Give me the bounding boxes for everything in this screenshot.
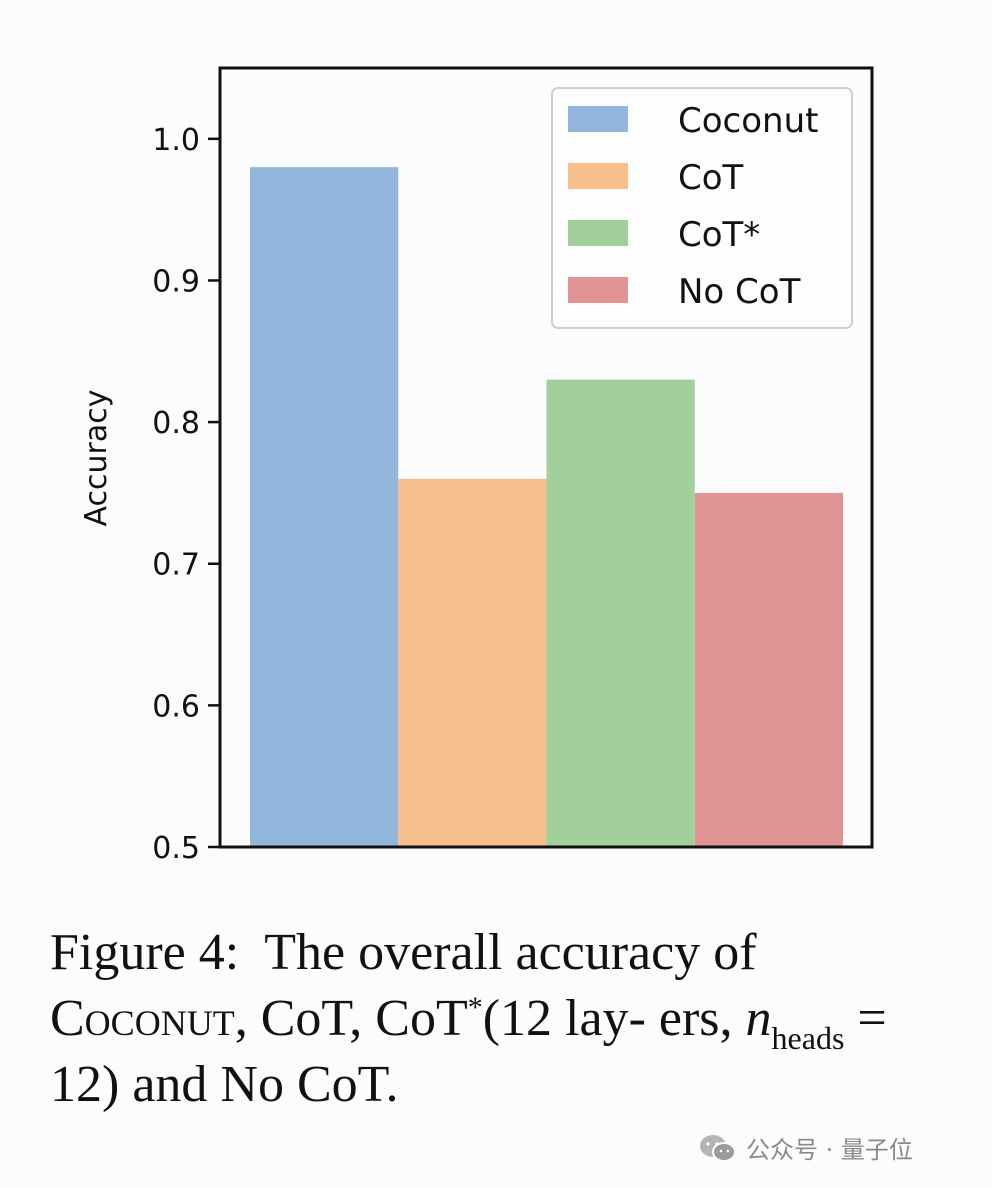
figure-label: Figure 4: [50,924,240,981]
legend: Coconut CoT CoT* No CoT [551,87,853,329]
bar-chart: 0.50.60.70.80.91.0 Accuracy CoconutCoTCo… [79,66,874,866]
bar-coconut [250,167,399,848]
bar-cot [398,478,547,847]
watermark-text: 公众号 · 量子位 [746,1136,913,1164]
y-tick-label: 0.7 [152,548,200,583]
watermark: 公众号 · 量子位 [698,1130,913,1165]
caption-text-1: The overall accuracy of [264,924,757,981]
y-tick-label: 0.9 [152,264,200,299]
legend-label: Coconut [678,101,818,141]
wechat-icon [700,1134,736,1162]
caption-subscript: heads [771,1020,845,1056]
y-axis-ticks: 0.5 0.6 0.7 0.8 0.9 1.0 [152,123,220,866]
legend-label: CoT [678,158,744,198]
caption-var: n [745,990,772,1047]
bars-group [250,167,843,848]
legend-swatch [568,220,628,246]
bar-cot-star [546,379,695,847]
caption-text-2: , CoT, CoT [234,990,468,1047]
y-tick-label: 0.5 [152,831,200,866]
legend-swatch [568,106,628,132]
y-tick-label: 1.0 [152,123,200,158]
axes-frame [218,66,874,849]
caption-text-4: = 12) and No CoT. [50,990,887,1113]
legend-frame [551,87,853,329]
figure-caption: Figure 4: The overall accuracy of Coconu… [50,920,930,1118]
legend-swatch [568,277,628,303]
y-axis-label: Accuracy [79,390,114,527]
y-tick-label: 0.6 [152,689,200,724]
caption-star: * [467,991,483,1024]
caption-text-3: (12 lay- ers, [482,990,733,1047]
legend-label: No CoT [678,272,801,312]
legend-swatch [568,163,628,189]
y-tick-label: 0.8 [152,406,200,441]
caption-method: Coconut [50,990,235,1047]
bar-no-cot [694,492,843,847]
legend-label: CoT* [678,215,760,255]
